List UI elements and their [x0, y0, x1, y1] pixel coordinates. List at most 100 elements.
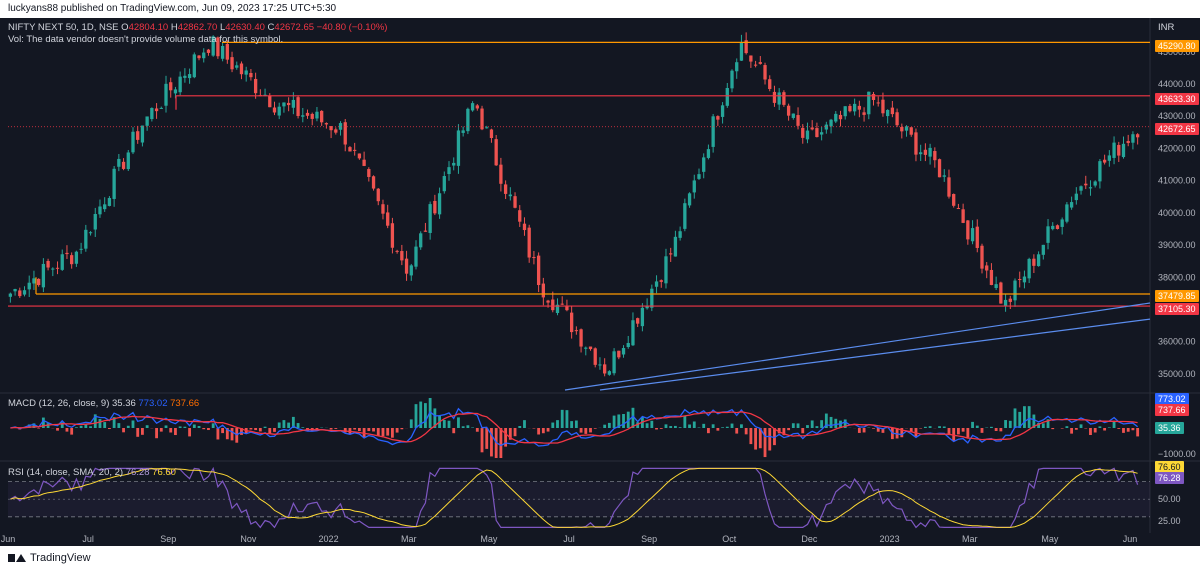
chart-canvas[interactable]: 45000.0044000.0043000.0042000.0041000.00… [0, 18, 1200, 546]
candle-body [485, 127, 489, 129]
candle-body [1084, 183, 1088, 186]
macd-line [10, 407, 1139, 447]
low-value: 42630.40 [225, 22, 265, 33]
candle-body [565, 306, 569, 311]
chart-area[interactable]: 45000.0044000.0043000.0042000.0041000.00… [0, 18, 1200, 546]
price-tick-label: 40000.00 [1158, 208, 1196, 218]
candle-body [244, 70, 248, 75]
candle-body [607, 371, 612, 375]
candle-body [749, 55, 753, 62]
price-tick-label: 42000.00 [1158, 143, 1196, 153]
candle-body [1121, 143, 1126, 158]
macd-signal-line [10, 411, 1138, 444]
candle-body [37, 278, 41, 285]
candle-body [197, 55, 201, 59]
candle-body [838, 114, 843, 120]
candle-body [678, 231, 682, 238]
candle-body [131, 131, 135, 153]
price-tag-text: 37479.85 [1158, 291, 1196, 301]
price-tag-text: 42672.65 [1158, 124, 1196, 134]
rsi-pane: 50.00 25.00 [8, 466, 1181, 529]
candle-body [1051, 225, 1055, 230]
macd-tick-label: −1000.00 [1158, 449, 1196, 459]
candle-body [79, 248, 83, 250]
price-tag-text: 45290.80 [1158, 41, 1196, 51]
candle-body [159, 107, 163, 109]
candle-body [687, 193, 692, 206]
candle-body [923, 149, 928, 155]
candle-body [961, 209, 965, 223]
candle-body [706, 149, 711, 158]
close-value: 42672.65 [274, 22, 315, 33]
candle-body [51, 268, 55, 270]
candle-body [32, 278, 36, 284]
candles [8, 32, 1140, 377]
candle-body [112, 168, 116, 199]
candle-body [164, 83, 168, 106]
time-axis-label: Dec [801, 534, 818, 544]
price-tag-45290: 45290.80 [1155, 40, 1199, 52]
candle-body [277, 106, 281, 116]
candle-body [786, 105, 791, 116]
candle-body [117, 158, 121, 167]
price-tick-label: 36000.00 [1158, 337, 1196, 347]
high-label: H [170, 22, 178, 33]
candle-body [296, 97, 300, 116]
candle-body [555, 304, 560, 313]
candle-body [329, 126, 333, 131]
candle-body [598, 364, 602, 366]
candle-body [46, 260, 50, 268]
candle-body [121, 161, 126, 169]
time-axis-label: Jun [1, 534, 16, 544]
macd-signal-value: 737.66 [170, 398, 200, 409]
candle-body [659, 280, 663, 282]
volume-note-text: Vol: The data vendor doesn't provide vol… [8, 34, 284, 45]
price-tick-label: 35000.00 [1158, 369, 1196, 379]
candle-body [692, 180, 696, 193]
close-label: C [267, 22, 275, 33]
candle-body [423, 230, 428, 232]
candle-body [612, 351, 616, 374]
candle-body [1069, 202, 1074, 208]
footer-brand: TradingView [30, 552, 91, 564]
candle-body [508, 194, 512, 197]
candle-body [400, 251, 404, 261]
candle-body [55, 267, 60, 269]
candle-body [947, 177, 951, 197]
candle-body [253, 78, 258, 94]
candle-body [169, 82, 173, 91]
candle-body [145, 116, 149, 126]
time-axis-label: 2022 [319, 534, 339, 544]
price-tick-label: 39000.00 [1158, 240, 1196, 250]
candle-body [867, 91, 871, 115]
candle-body [777, 92, 781, 105]
rsi-value: 76.28 [125, 467, 150, 478]
candle-body [848, 105, 852, 112]
candle-body [202, 52, 206, 59]
candle-body [310, 113, 314, 119]
candle-body [60, 254, 64, 270]
candle-body [669, 253, 673, 255]
candle-body [725, 87, 729, 106]
macd-label: MACD (12, 26, close, 9) [8, 398, 110, 409]
candle-body [437, 193, 442, 215]
candle-body [772, 91, 777, 103]
candle-body [569, 312, 574, 333]
footer: TradingView [0, 546, 1200, 570]
candle-body [173, 89, 178, 94]
candle-body [801, 127, 805, 138]
candle-body [466, 108, 470, 132]
candle-body [739, 42, 744, 61]
trend-line [599, 318, 1151, 391]
candle-body [1079, 186, 1083, 191]
candle-body [220, 45, 225, 59]
macd-tag-text: 737.66 [1158, 405, 1186, 415]
candle-body [1112, 142, 1116, 158]
candle-body [1046, 226, 1050, 243]
candle-body [41, 263, 46, 288]
candle-body [980, 245, 984, 269]
candle-body [376, 188, 380, 202]
candle-body [480, 108, 484, 130]
candle-body [895, 112, 899, 126]
price-tick-label: 41000.00 [1158, 176, 1196, 186]
